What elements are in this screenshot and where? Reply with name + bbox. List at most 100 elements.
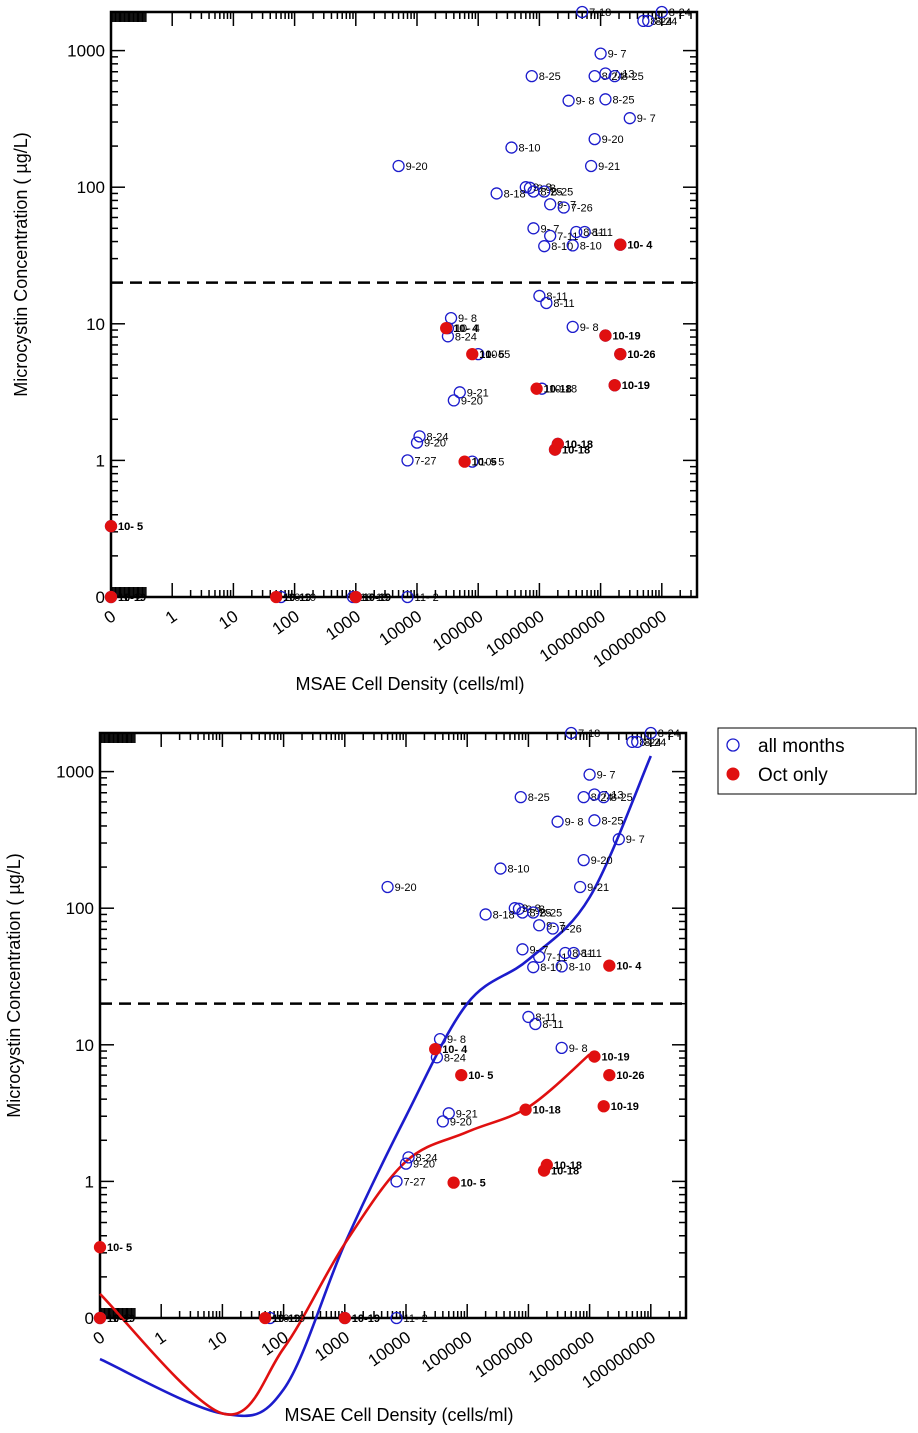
data-point: [514, 791, 527, 804]
point-label: 9-20: [413, 1159, 435, 1171]
point-label: 9- 8: [565, 817, 584, 829]
point-label: 10- 4: [453, 323, 479, 335]
data-point: [583, 768, 596, 781]
point-label: 10-18: [551, 1166, 579, 1178]
point-label: 10-18: [565, 439, 593, 451]
point-label: 10- 5: [479, 349, 504, 361]
data-point: [551, 815, 564, 828]
point-label: 10-26: [627, 349, 655, 361]
bottom-scatter-panel: 0 1 10 100 1000 10000 100000100000010000000100…: [4, 726, 688, 1425]
point-label: 8-25: [601, 815, 623, 827]
legend: all months Oct only: [717, 727, 917, 795]
data-point: [399, 1157, 413, 1170]
data-point: [519, 1103, 532, 1116]
y-tick-label: 0: [85, 1309, 94, 1328]
data-point: [599, 93, 612, 106]
series-all-months: 11- 2 10-19 10-19 11- 27-279-208-249-209-21…: [93, 726, 680, 1325]
point-label: 10-19: [622, 380, 650, 392]
data-point: [608, 379, 621, 392]
data-point: [505, 141, 518, 154]
point-label: 10-18: [533, 1105, 561, 1117]
point-label: 10-19: [360, 592, 388, 604]
point-label: 10-19: [363, 592, 391, 604]
point-label: 8-24: [427, 431, 449, 443]
point-label: 8-25: [540, 187, 562, 199]
point-label: 10-19: [352, 1313, 380, 1325]
point-label: 8-11: [542, 1019, 563, 1031]
top-scatter-panel: 0 1 10 100 1000 10000 100000100000010000000100…: [11, 5, 699, 694]
point-label: 9-21: [467, 387, 489, 399]
data-point: [104, 590, 118, 604]
point-label: 10- 5: [468, 1070, 493, 1082]
data-point: [527, 961, 540, 974]
data-point: [533, 289, 546, 303]
point-label: 7-18: [589, 7, 611, 19]
point-label: 7-27: [415, 455, 437, 467]
point-label: 10-18: [565, 439, 593, 451]
data-point: [440, 321, 453, 335]
plot-frame: [109, 10, 699, 599]
data-point: [584, 159, 598, 173]
point-label: 9- 8: [447, 1034, 466, 1046]
point-label: 8-11: [581, 948, 602, 960]
x-tick-label: 1: [162, 607, 181, 628]
data-point: [577, 853, 590, 867]
point-label: 10-19: [288, 592, 316, 604]
x-tick-label: 0: [90, 1328, 109, 1349]
data-point: [540, 1158, 553, 1172]
y-tick-label: 10: [75, 1036, 94, 1055]
point-label: 10-26: [627, 349, 655, 361]
y-tick-label: 1: [96, 451, 105, 470]
data-point: [93, 1311, 107, 1325]
data-point: [588, 70, 601, 83]
data-point: [530, 382, 543, 395]
point-label: 10- 5: [118, 521, 143, 533]
data-point: [523, 181, 537, 194]
data-point: [588, 1050, 601, 1063]
data-point: [555, 1041, 568, 1054]
x-tick-label: 10: [215, 607, 241, 633]
y-tick-label: 1000: [67, 42, 105, 61]
point-label: 10- 4: [627, 240, 653, 252]
data-point: [597, 791, 610, 804]
point-label: 10- 5: [118, 521, 143, 533]
data-point: [447, 394, 460, 407]
point-label: 11- 2: [107, 1313, 131, 1325]
data-point: [623, 112, 636, 125]
fit-curve-all-months: [99, 755, 652, 1418]
data-point: [544, 229, 557, 243]
point-label: 10-19: [611, 1101, 639, 1113]
point-label: 9- 8: [580, 322, 599, 334]
point-label: 8-18: [493, 909, 515, 921]
data-point: [453, 386, 466, 399]
data-point: [603, 959, 616, 972]
point-label: 9-20: [461, 395, 483, 407]
data-point: [637, 14, 650, 28]
point-label: 10-19: [612, 331, 640, 343]
point-label: 9- 8: [458, 313, 477, 325]
data-point: [603, 1068, 616, 1082]
x-axis-title: MSAE Cell Density (cells/ml): [295, 674, 524, 694]
point-label: 9- 7: [626, 834, 645, 846]
x-tick-label: 1: [151, 1328, 170, 1349]
y-axis-title: Microcystin Concentration ( µg/L): [11, 132, 31, 396]
y-tick-label: 100: [77, 178, 105, 197]
data-point: [402, 1151, 415, 1164]
data-point: [522, 1010, 535, 1024]
data-point: [578, 225, 591, 239]
point-label: 9- 8: [526, 904, 545, 916]
point-label: 9-20: [395, 882, 417, 894]
data-point: [538, 240, 551, 253]
point-label: 8-10: [569, 961, 591, 973]
y-axis-ticks: [100, 770, 686, 1319]
point-label: 8-11: [535, 1012, 556, 1024]
data-point: [455, 1068, 468, 1082]
data-point: [270, 590, 283, 604]
data-point: [626, 735, 639, 749]
data-point: [447, 1176, 460, 1189]
point-label: 8-25: [540, 908, 562, 920]
point-label: 10-19: [363, 592, 391, 604]
data-point: [555, 960, 568, 973]
